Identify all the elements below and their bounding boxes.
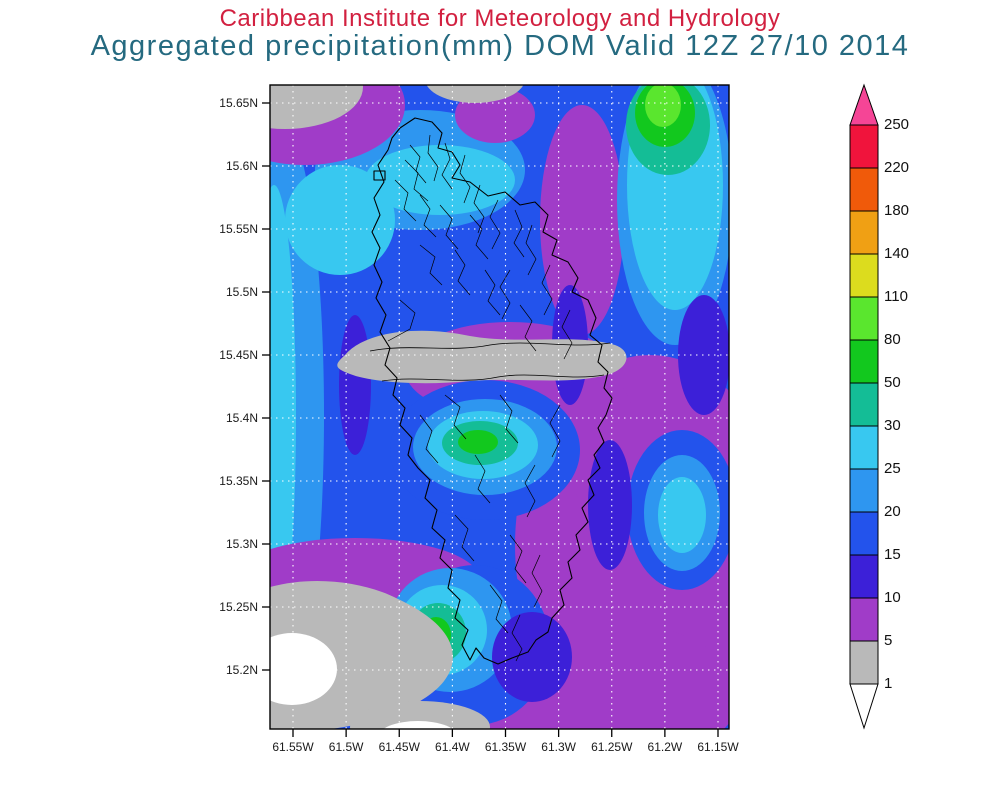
colorbar-segment bbox=[850, 297, 878, 340]
plot-area bbox=[205, 45, 785, 775]
colorbar-segment bbox=[850, 469, 878, 512]
precip-contour-region bbox=[365, 145, 515, 215]
colorbar-segment bbox=[850, 125, 878, 168]
colorbar-arrow-top bbox=[850, 85, 878, 125]
precip-contour-region bbox=[492, 612, 572, 702]
colorbar-segment bbox=[850, 254, 878, 297]
precip-contour-region bbox=[588, 440, 632, 570]
precip-contour-region bbox=[247, 633, 337, 705]
precip-contour-region bbox=[678, 295, 730, 415]
figure-canvas bbox=[0, 0, 1000, 800]
colorbar-segment bbox=[850, 340, 878, 383]
precip-field bbox=[205, 45, 785, 775]
colorbar-segment bbox=[850, 211, 878, 254]
colorbar-segment bbox=[850, 598, 878, 641]
colorbar-segment bbox=[850, 426, 878, 469]
precip-contour-region bbox=[339, 315, 371, 455]
page-subtitle: Aggregated precipitation(mm) DOM Valid 1… bbox=[0, 30, 1000, 63]
colorbar-segment bbox=[850, 383, 878, 426]
colorbar-segment bbox=[850, 641, 878, 684]
colorbar-segment bbox=[850, 168, 878, 211]
precip-contour-region bbox=[458, 430, 498, 454]
colorbar-segment bbox=[850, 512, 878, 555]
precip-contour-region bbox=[645, 83, 681, 127]
precip-map-figure: Caribbean Institute for Meteorology and … bbox=[0, 0, 1000, 800]
page-title: Caribbean Institute for Meteorology and … bbox=[0, 5, 1000, 33]
colorbar-segment bbox=[850, 555, 878, 598]
colorbar-arrow-bottom bbox=[850, 684, 878, 728]
precip-contour-region bbox=[378, 721, 458, 753]
colorbar bbox=[850, 85, 878, 728]
